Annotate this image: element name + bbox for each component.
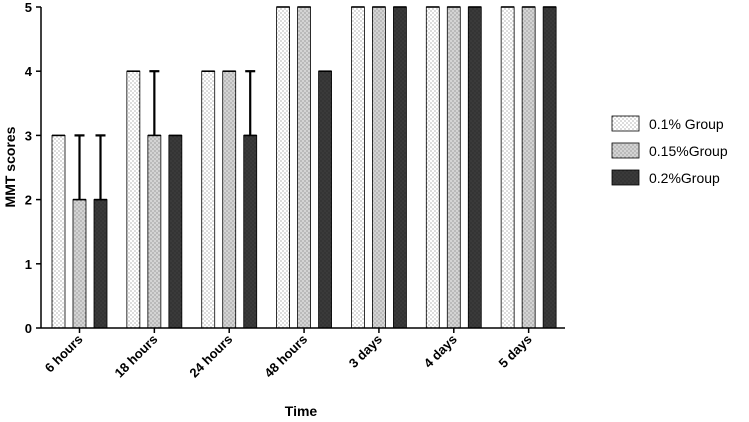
y-tick-label: 4: [25, 64, 33, 79]
x-tick-label: 3 days: [346, 332, 385, 371]
y-tick-label: 2: [25, 193, 32, 208]
bar: [72, 199, 87, 329]
legend-label: 0.2%Group: [649, 170, 720, 186]
x-tick-label: 24 hours: [186, 332, 235, 381]
bar: [201, 70, 216, 329]
bar: [93, 199, 108, 329]
x-axis-title: Time: [285, 403, 318, 419]
x-tick-label: 6 hours: [42, 332, 86, 376]
x-tick-label: 18 hours: [112, 332, 161, 381]
y-tick-label: 3: [25, 128, 32, 143]
bars-layer: [51, 6, 557, 329]
bar: [500, 6, 515, 329]
bar: [51, 134, 66, 329]
bar: [467, 6, 482, 329]
x-tick-label: 5 days: [496, 332, 535, 371]
bar: [168, 134, 183, 329]
bar: [297, 6, 311, 329]
legend-swatch: [611, 115, 640, 132]
legend-label: 0.15%Group: [649, 143, 728, 159]
bar: [318, 70, 332, 329]
bar: [351, 6, 365, 329]
bar: [425, 6, 440, 329]
bar: [393, 6, 407, 329]
x-tick-label: 48 hours: [261, 332, 310, 381]
y-tick-label: 5: [25, 0, 32, 15]
y-tick-label: 0: [25, 321, 32, 336]
error-bars-layer: [52, 6, 557, 201]
bar: [446, 6, 461, 329]
y-tick-label: 1: [25, 257, 32, 272]
y-axis-title: MMT scores: [2, 126, 18, 207]
bar: [276, 6, 290, 329]
y-axis-ticks: 0 1 2 3 4 5: [25, 0, 41, 336]
legend-swatch: [611, 142, 640, 159]
bar: [126, 70, 141, 329]
x-axis-ticks: 6 hours 18 hours 24 hours 48 hours 3 days 4 d…: [42, 328, 535, 380]
bar: [147, 134, 162, 329]
legend-swatch: [611, 169, 640, 186]
bar: [521, 6, 536, 329]
legend: 0.1% Group 0.15%Group 0.2%Group: [611, 115, 728, 186]
legend-label: 0.1% Group: [649, 116, 724, 132]
bar: [222, 70, 237, 329]
bar: [372, 6, 386, 329]
bar: [542, 6, 557, 329]
x-tick-label: 4 days: [421, 332, 460, 371]
bar: [243, 134, 258, 329]
